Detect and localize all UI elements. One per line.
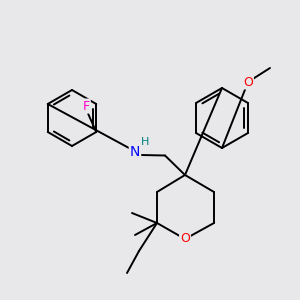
Text: N: N: [130, 145, 140, 159]
Text: O: O: [180, 232, 190, 245]
Text: O: O: [243, 76, 253, 88]
Text: F: F: [83, 100, 90, 112]
Text: H: H: [141, 137, 149, 147]
